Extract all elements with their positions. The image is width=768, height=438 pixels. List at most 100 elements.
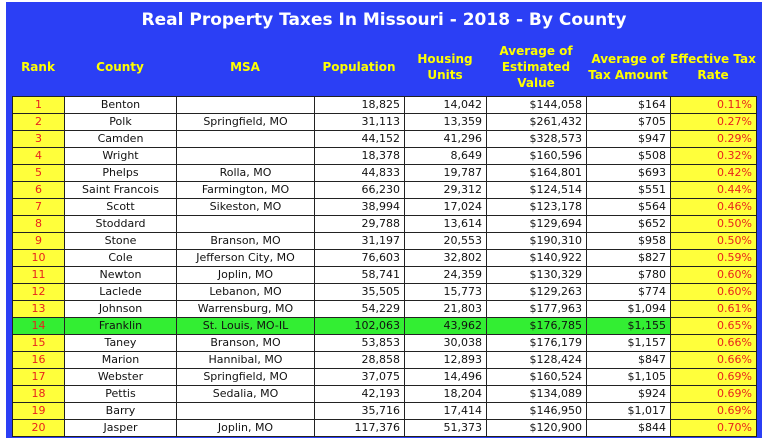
rank-cell: 10 [12, 249, 65, 267]
population-cell: 29,788 [314, 215, 405, 233]
average-tax-cell: $780 [586, 266, 671, 284]
average-value-cell: $190,310 [486, 232, 587, 250]
header-average-tax: Average of Tax Amount [588, 52, 668, 82]
header-effective-rate: Effective Tax Rate [670, 52, 756, 82]
msa-cell: Joplin, MO [176, 266, 315, 284]
table-row: 19 Barry 35,716 17,414 $146,950 $1,017 0.69% [12, 402, 757, 420]
county-cell: Saint Francois [64, 181, 177, 199]
rank-cell: 3 [12, 130, 65, 148]
header-rank: Rank [21, 60, 55, 74]
housing-units-cell: 21,803 [404, 300, 487, 318]
population-cell: 31,113 [314, 113, 405, 131]
county-cell: Camden [64, 130, 177, 148]
county-cell: Marion [64, 351, 177, 369]
effective-rate-cell: 0.66% [670, 334, 757, 352]
housing-units-cell: 12,893 [404, 351, 487, 369]
rank-cell: 9 [12, 232, 65, 250]
rank-cell: 8 [12, 215, 65, 233]
average-tax-cell: $827 [586, 249, 671, 267]
average-tax-cell: $1,157 [586, 334, 671, 352]
population-cell: 38,994 [314, 198, 405, 216]
table-row: 2 Polk Springfield, MO 31,113 13,359 $261,432… [12, 113, 757, 131]
rank-cell: 20 [12, 419, 65, 437]
housing-units-cell: 20,553 [404, 232, 487, 250]
header-msa: MSA [230, 60, 260, 74]
rank-cell: 5 [12, 164, 65, 182]
county-cell: Scott [64, 198, 177, 216]
effective-rate-cell: 0.27% [670, 113, 757, 131]
housing-units-cell: 17,414 [404, 402, 487, 420]
effective-rate-cell: 0.70% [670, 419, 757, 437]
effective-rate-cell: 0.29% [670, 130, 757, 148]
msa-cell: Sikeston, MO [176, 198, 315, 216]
table-row: 11 Newton Joplin, MO 58,741 24,359 $130,329 $7… [12, 266, 757, 284]
effective-rate-cell: 0.50% [670, 232, 757, 250]
housing-units-cell: 14,496 [404, 368, 487, 386]
population-cell: 42,193 [314, 385, 405, 403]
rank-cell: 4 [12, 147, 65, 165]
population-cell: 37,075 [314, 368, 405, 386]
rank-cell: 7 [12, 198, 65, 216]
effective-rate-cell: 0.69% [670, 368, 757, 386]
average-value-cell: $177,963 [486, 300, 587, 318]
msa-cell: Joplin, MO [176, 419, 315, 437]
msa-cell: Branson, MO [176, 232, 315, 250]
rank-cell: 6 [12, 181, 65, 199]
average-tax-cell: $1,017 [586, 402, 671, 420]
county-cell: Polk [64, 113, 177, 131]
average-tax-cell: $564 [586, 198, 671, 216]
population-cell: 44,152 [314, 130, 405, 148]
rank-cell: 12 [12, 283, 65, 301]
population-cell: 18,825 [314, 96, 405, 114]
population-cell: 18,378 [314, 147, 405, 165]
average-tax-cell: $652 [586, 215, 671, 233]
rank-cell: 18 [12, 385, 65, 403]
county-cell: Laclede [64, 283, 177, 301]
msa-cell: Jefferson City, MO [176, 249, 315, 267]
county-cell: Stoddard [64, 215, 177, 233]
table-row: 15 Taney Branson, MO 53,853 30,038 $176,179 $1… [12, 334, 757, 352]
average-value-cell: $140,922 [486, 249, 587, 267]
population-cell: 31,197 [314, 232, 405, 250]
effective-rate-cell: 0.50% [670, 215, 757, 233]
effective-rate-cell: 0.65% [670, 317, 757, 335]
housing-units-cell: 14,042 [404, 96, 487, 114]
effective-rate-cell: 0.61% [670, 300, 757, 318]
average-value-cell: $124,514 [486, 181, 587, 199]
msa-cell [176, 130, 315, 148]
population-cell: 66,230 [314, 181, 405, 199]
header-county: County [96, 60, 144, 74]
average-value-cell: $164,801 [486, 164, 587, 182]
average-tax-cell: $847 [586, 351, 671, 369]
effective-rate-cell: 0.69% [670, 385, 757, 403]
housing-units-cell: 30,038 [404, 334, 487, 352]
county-cell: Stone [64, 232, 177, 250]
population-cell: 102,063 [314, 317, 405, 335]
effective-rate-cell: 0.11% [670, 96, 757, 114]
table-row: 17 Webster Springfield, MO 37,075 14,496 $160… [12, 368, 757, 386]
msa-cell [176, 96, 315, 114]
housing-units-cell: 32,802 [404, 249, 487, 267]
average-tax-cell: $1,094 [586, 300, 671, 318]
average-value-cell: $120,900 [486, 419, 587, 437]
average-value-cell: $134,089 [486, 385, 587, 403]
average-tax-cell: $1,105 [586, 368, 671, 386]
housing-units-cell: 8,649 [404, 147, 487, 165]
rank-cell: 1 [12, 96, 65, 114]
housing-units-cell: 51,373 [404, 419, 487, 437]
average-value-cell: $129,694 [486, 215, 587, 233]
msa-cell: Sedalia, MO [176, 385, 315, 403]
table-row: 3 Camden 44,152 41,296 $328,573 $947 0.29% [12, 130, 757, 148]
average-tax-cell: $705 [586, 113, 671, 131]
average-value-cell: $128,424 [486, 351, 587, 369]
population-cell: 44,833 [314, 164, 405, 182]
msa-cell [176, 402, 315, 420]
population-cell: 35,505 [314, 283, 405, 301]
msa-cell: Springfield, MO [176, 113, 315, 131]
msa-cell: Rolla, MO [176, 164, 315, 182]
county-cell: Benton [64, 96, 177, 114]
county-cell: Johnson [64, 300, 177, 318]
housing-units-cell: 29,312 [404, 181, 487, 199]
population-cell: 53,853 [314, 334, 405, 352]
table-row: 12 Laclede Lebanon, MO 35,505 15,773 $129,263… [12, 283, 757, 301]
